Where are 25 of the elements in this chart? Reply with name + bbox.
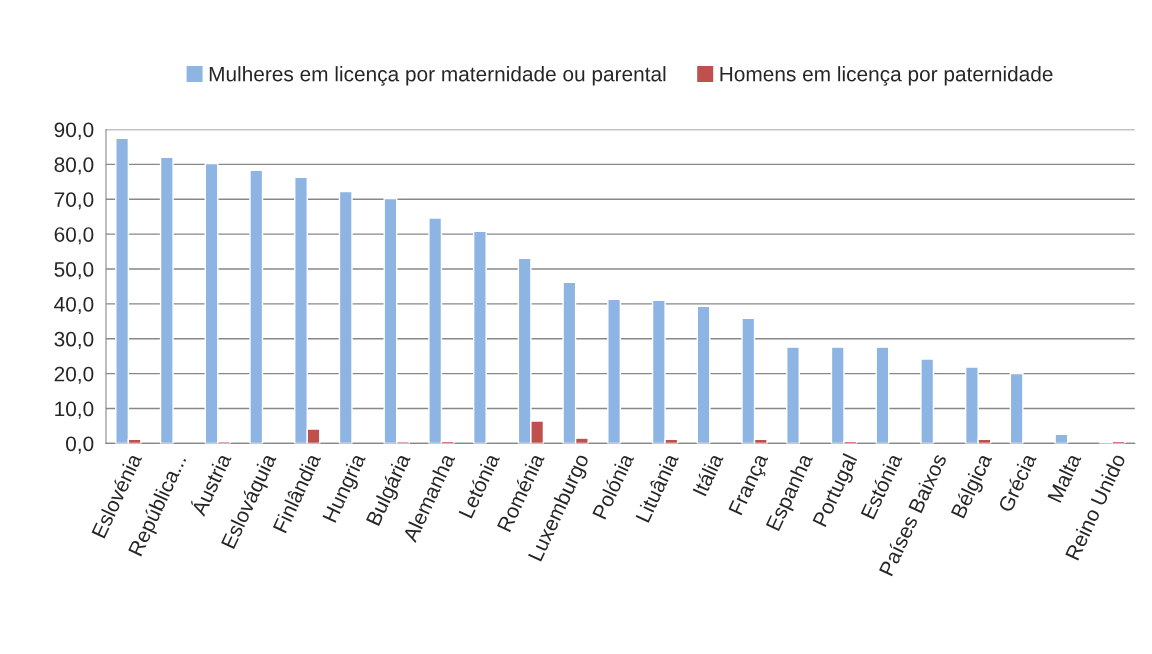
y-tick-label: 50,0 [54,262,94,280]
y-tick-label: 20,0 [54,366,94,384]
bar [696,305,711,444]
y-tick-label: 60,0 [54,227,94,245]
legend-label: Mulheres em licença por maternidade ou parental [209,66,666,86]
bar [920,358,935,444]
legend-label: Homens em licença por paternidade [720,66,1053,86]
bar [875,346,890,444]
bar [338,190,353,444]
bar [607,298,622,444]
y-tick-label: 40,0 [54,296,94,315]
bar [249,169,264,444]
y-tick-label: 70,0 [54,192,94,210]
bar [1054,433,1069,444]
bar [786,346,800,444]
y-tick-label: 0,0 [66,436,94,454]
bar [159,156,174,444]
x-tick-label: Malta [1046,451,1082,503]
bar [472,230,487,444]
bar [1009,372,1024,444]
y-tick-label: 30,0 [54,331,94,349]
y-tick-label: 80,0 [54,157,94,175]
y-tick-label: 10,0 [55,401,94,419]
x-tick-label: Itália [691,451,724,497]
y-tick-label: 90,0 [54,122,94,140]
